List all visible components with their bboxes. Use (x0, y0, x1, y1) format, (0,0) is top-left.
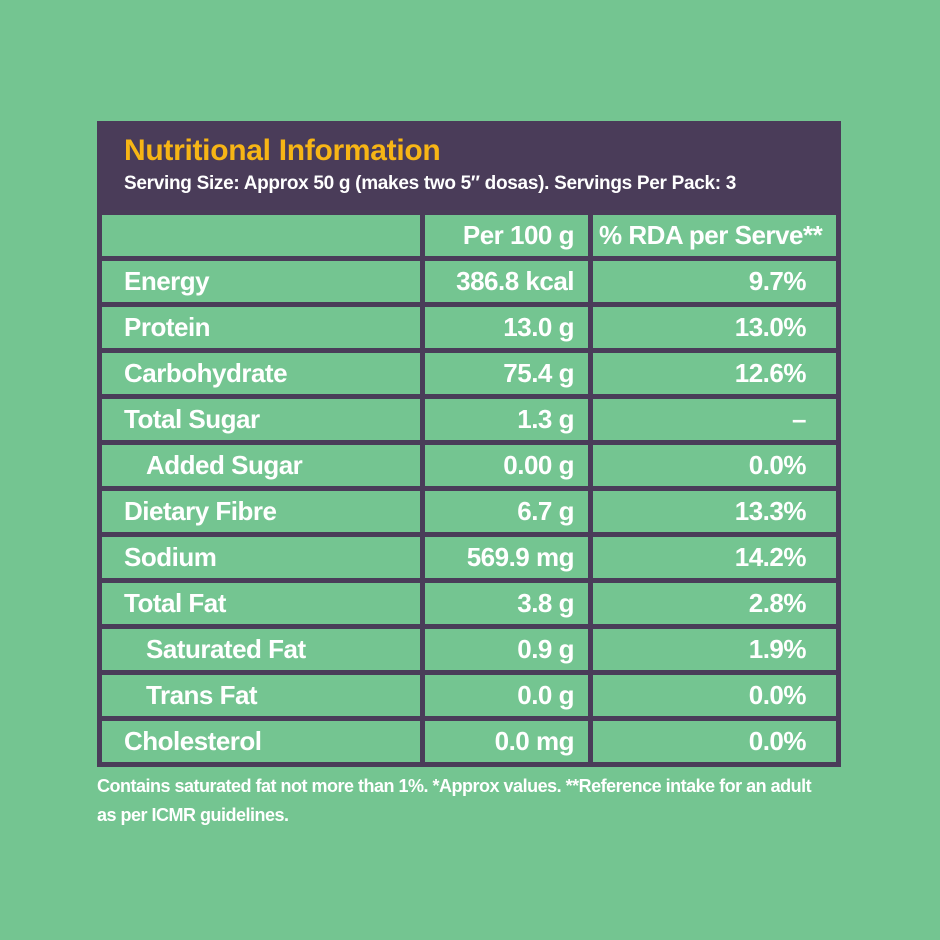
per-100g-value: 6.7 g (425, 491, 588, 532)
rda-per-serve-value: 0.0% (593, 675, 836, 716)
rda-per-serve-value: – (593, 399, 836, 440)
rda-per-serve-value: 12.6% (593, 353, 836, 394)
per-100g-value: 0.00 g (425, 445, 588, 486)
per-100g-value: 3.8 g (425, 583, 588, 624)
per-100g-value: 0.0 g (425, 675, 588, 716)
rda-per-serve-value: 0.0% (593, 721, 836, 762)
nutrition-panel: Nutritional Information Serving Size: Ap… (97, 121, 841, 767)
footnote-line-1: Contains saturated fat not more than 1%.… (97, 776, 812, 796)
nutrient-label: Total Fat (102, 583, 420, 624)
rda-per-serve-value: 2.8% (593, 583, 836, 624)
per-100g-value: 1.3 g (425, 399, 588, 440)
column-header-per-100g: Per 100 g (425, 215, 588, 256)
footnote: Contains saturated fat not more than 1%.… (97, 772, 812, 830)
nutrient-label: Saturated Fat (102, 629, 420, 670)
rda-per-serve-value: 13.0% (593, 307, 836, 348)
nutrient-label: Energy (102, 261, 420, 302)
nutrient-label: Protein (102, 307, 420, 348)
nutrient-label: Dietary Fibre (102, 491, 420, 532)
nutrient-label: Carbohydrate (102, 353, 420, 394)
per-100g-value: 569.9 mg (425, 537, 588, 578)
nutrient-label: Total Sugar (102, 399, 420, 440)
nutrition-table: Per 100 g % RDA per Serve** Energy 386.8 … (97, 210, 841, 767)
serving-size-line: Serving Size: Approx 50 g (makes two 5″ … (124, 173, 737, 194)
column-header-blank (102, 215, 420, 256)
nutrient-label: Trans Fat (102, 675, 420, 716)
per-100g-value: 0.0 mg (425, 721, 588, 762)
panel-header: Nutritional Information Serving Size: Ap… (97, 121, 841, 210)
rda-per-serve-value: 1.9% (593, 629, 836, 670)
rda-per-serve-value: 0.0% (593, 445, 836, 486)
column-header-rda-per-serve: % RDA per Serve** (593, 215, 836, 256)
per-100g-value: 386.8 kcal (425, 261, 588, 302)
per-100g-value: 13.0 g (425, 307, 588, 348)
per-100g-value: 0.9 g (425, 629, 588, 670)
rda-per-serve-value: 9.7% (593, 261, 836, 302)
per-100g-value: 75.4 g (425, 353, 588, 394)
footnote-line-2: as per ICMR guidelines. (97, 805, 289, 825)
nutrient-label: Cholesterol (102, 721, 420, 762)
rda-per-serve-value: 13.3% (593, 491, 836, 532)
nutrient-label: Added Sugar (102, 445, 420, 486)
panel-title: Nutritional Information (124, 134, 441, 167)
rda-per-serve-value: 14.2% (593, 537, 836, 578)
nutrient-label: Sodium (102, 537, 420, 578)
